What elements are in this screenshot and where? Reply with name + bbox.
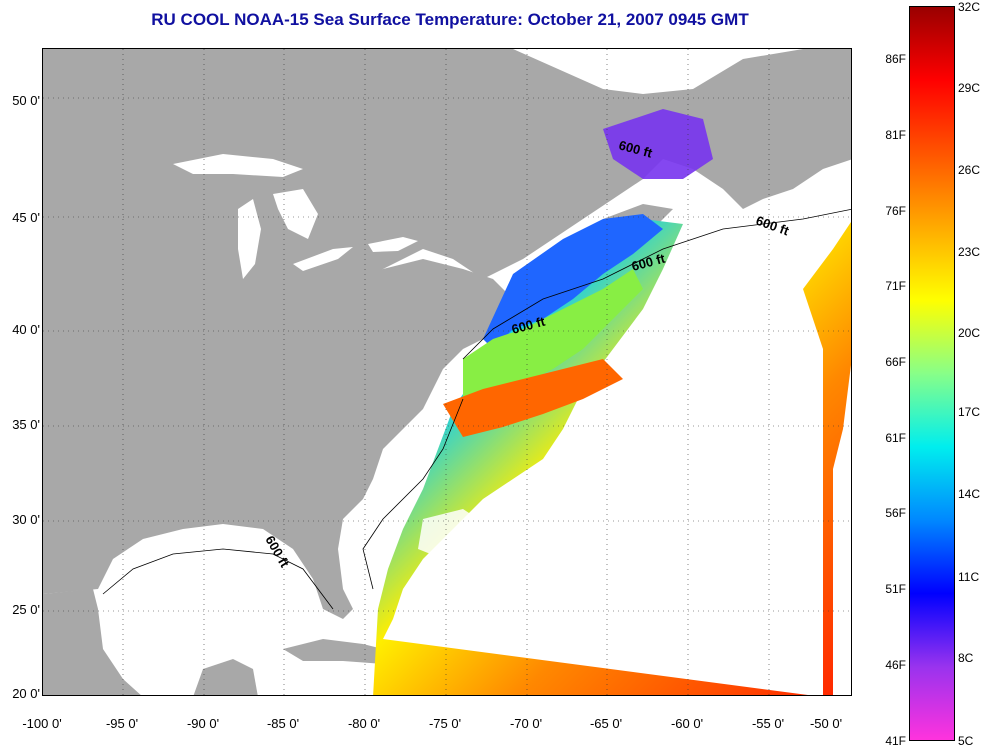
colorbar-fahrenheit-label: 46F (885, 658, 906, 672)
colorbar-fahrenheit-label: 66F (885, 355, 906, 369)
colorbar-fahrenheit-label: 51F (885, 582, 906, 596)
colorbar-fahrenheit-label: 56F (885, 506, 906, 520)
lon-label: -65 0' (589, 716, 623, 731)
colorbar-celsius-label: 14C (958, 487, 981, 501)
lake-erie (293, 247, 353, 271)
colorbar (909, 6, 955, 741)
lon-label: -50 0' (809, 716, 843, 731)
lat-label: 40 0' (12, 322, 40, 337)
colorbar-celsius-label: 5C (958, 734, 974, 748)
colorbar-fahrenheit-label: 81F (885, 128, 906, 142)
isobath-line (462, 208, 851, 360)
sst-st-lawrence (603, 109, 713, 179)
lake-huron (273, 189, 318, 239)
land-yucatan (193, 659, 258, 695)
lake-superior (173, 154, 303, 177)
colorbar-fahrenheit-label: 61F (885, 431, 906, 445)
colorbar-fahrenheit-label: 71F (885, 279, 906, 293)
colorbar-celsius-label: 20C (958, 326, 981, 340)
colorbar-fahrenheit-label: 41F (885, 734, 906, 748)
lon-label: -75 0' (428, 716, 462, 731)
map-title: RU COOL NOAA-15 Sea Surface Temperature:… (151, 10, 749, 29)
lat-label: 35 0' (12, 417, 40, 432)
colorbar-fahrenheit-label: 76F (885, 204, 906, 218)
lake-michigan (238, 199, 261, 279)
colorbar-celsius-label: 8C (958, 651, 974, 665)
map-canvas: 600 ft 600 ft 600 ft 600 ft 600 ft (43, 49, 851, 695)
cloud-patches (418, 479, 663, 559)
lon-label: -95 0' (105, 716, 139, 731)
lat-label: 50 0' (12, 93, 40, 108)
colorbar-celsius-label: 29C (958, 81, 981, 95)
lon-label: -85 0' (266, 716, 300, 731)
lat-label: 25 0' (12, 602, 40, 617)
colorbar-celsius-label: 11C (958, 570, 980, 584)
cloud-band (423, 209, 773, 574)
lat-label: 30 0' (12, 512, 40, 527)
lon-label: -55 0' (751, 716, 785, 731)
land-newfoundland (703, 89, 803, 169)
lon-label: -60 0' (670, 716, 704, 731)
lat-label: 45 0' (12, 210, 40, 225)
land-usa (43, 259, 513, 619)
graticule (43, 49, 851, 695)
lon-label: -100 0' (22, 716, 62, 731)
colorbar-fahrenheit-label: 86F (885, 52, 906, 66)
lat-label: 20 0' (12, 686, 40, 701)
colorbar-celsius-label: 23C (958, 245, 981, 259)
sst-shelf-cold (483, 214, 663, 349)
colorbar-celsius-label: 32C (958, 0, 981, 14)
colorbar-celsius-label: 17C (958, 405, 981, 419)
sst-map[interactable]: 600 ft 600 ft 600 ft 600 ft 600 ft (42, 48, 852, 696)
isobath-line (102, 548, 334, 610)
lon-label: -70 0' (509, 716, 543, 731)
isobath-line (362, 398, 464, 590)
colorbar-celsius-label: 26C (958, 163, 981, 177)
lon-label: -80 0' (347, 716, 381, 731)
lake-ontario (368, 237, 418, 252)
sst-gulfstream (443, 359, 623, 437)
land-mexico (43, 589, 141, 695)
sst-shelf-mid (463, 269, 643, 399)
lon-label: -90 0' (186, 716, 220, 731)
